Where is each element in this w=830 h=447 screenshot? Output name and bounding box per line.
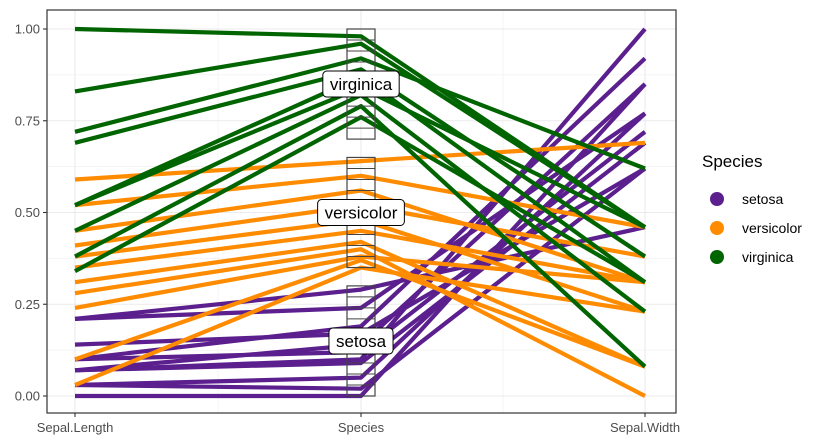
series-line-virginica: [74, 41, 647, 229]
y-tick-label: 0.50: [15, 205, 40, 220]
series-line-versicolor: [74, 247, 646, 398]
legend-entries: setosa versicolor virginica: [710, 191, 802, 265]
y-tick-label: 0.00: [15, 389, 40, 404]
group-label-text: virginica: [330, 75, 393, 94]
group-label-virginica: virginica: [322, 70, 400, 98]
series-line-versicolor: [74, 173, 646, 230]
x-tick-label: Sepal.Width: [610, 420, 680, 435]
series-line-virginica: [74, 56, 646, 171]
x-tick-label: Species: [338, 420, 385, 435]
group-label-box: [322, 70, 400, 98]
legend-entry-setosa: setosa: [710, 191, 783, 207]
group-label-text: versicolor: [325, 204, 398, 223]
y-tick-label: 1.00: [15, 22, 40, 37]
legend: Species setosa versicolor virginica: [702, 152, 802, 265]
series-line-virginica: [74, 67, 647, 259]
legend-label: setosa: [742, 191, 783, 207]
series-line-versicolor: [74, 228, 646, 285]
group-label-box: [328, 327, 394, 355]
legend-entry-virginica: virginica: [710, 249, 794, 265]
group-labels: setosa versicolor virginica: [317, 70, 405, 355]
series-line-versicolor: [74, 258, 646, 369]
legend-label: virginica: [742, 249, 794, 265]
legend-label: versicolor: [742, 220, 802, 236]
y-tick-label: 0.25: [15, 297, 40, 312]
series-setosa: [74, 27, 647, 399]
series-line-versicolor: [74, 239, 646, 369]
legend-key: [710, 221, 724, 235]
legend-key: [710, 250, 724, 264]
x-axis: Sepal.Length Species Sepal.Width: [37, 413, 680, 435]
series-line-setosa: [74, 111, 647, 388]
series-lines: [74, 26, 647, 399]
group-label-text: setosa: [336, 332, 387, 351]
series-line-setosa: [74, 225, 646, 321]
legend-entry-versicolor: versicolor: [710, 220, 802, 236]
y-axis: 0.00 0.25 0.50 0.75 1.00: [15, 22, 47, 404]
y-tick-label: 0.75: [15, 113, 40, 128]
group-label-box: [317, 199, 405, 226]
group-label-setosa: setosa: [328, 327, 394, 355]
legend-key: [710, 192, 724, 206]
group-label-versicolor: versicolor: [317, 199, 405, 226]
legend-title: Species: [702, 152, 762, 171]
series-line-versicolor: [74, 140, 646, 182]
x-tick-label: Sepal.Length: [37, 420, 114, 435]
